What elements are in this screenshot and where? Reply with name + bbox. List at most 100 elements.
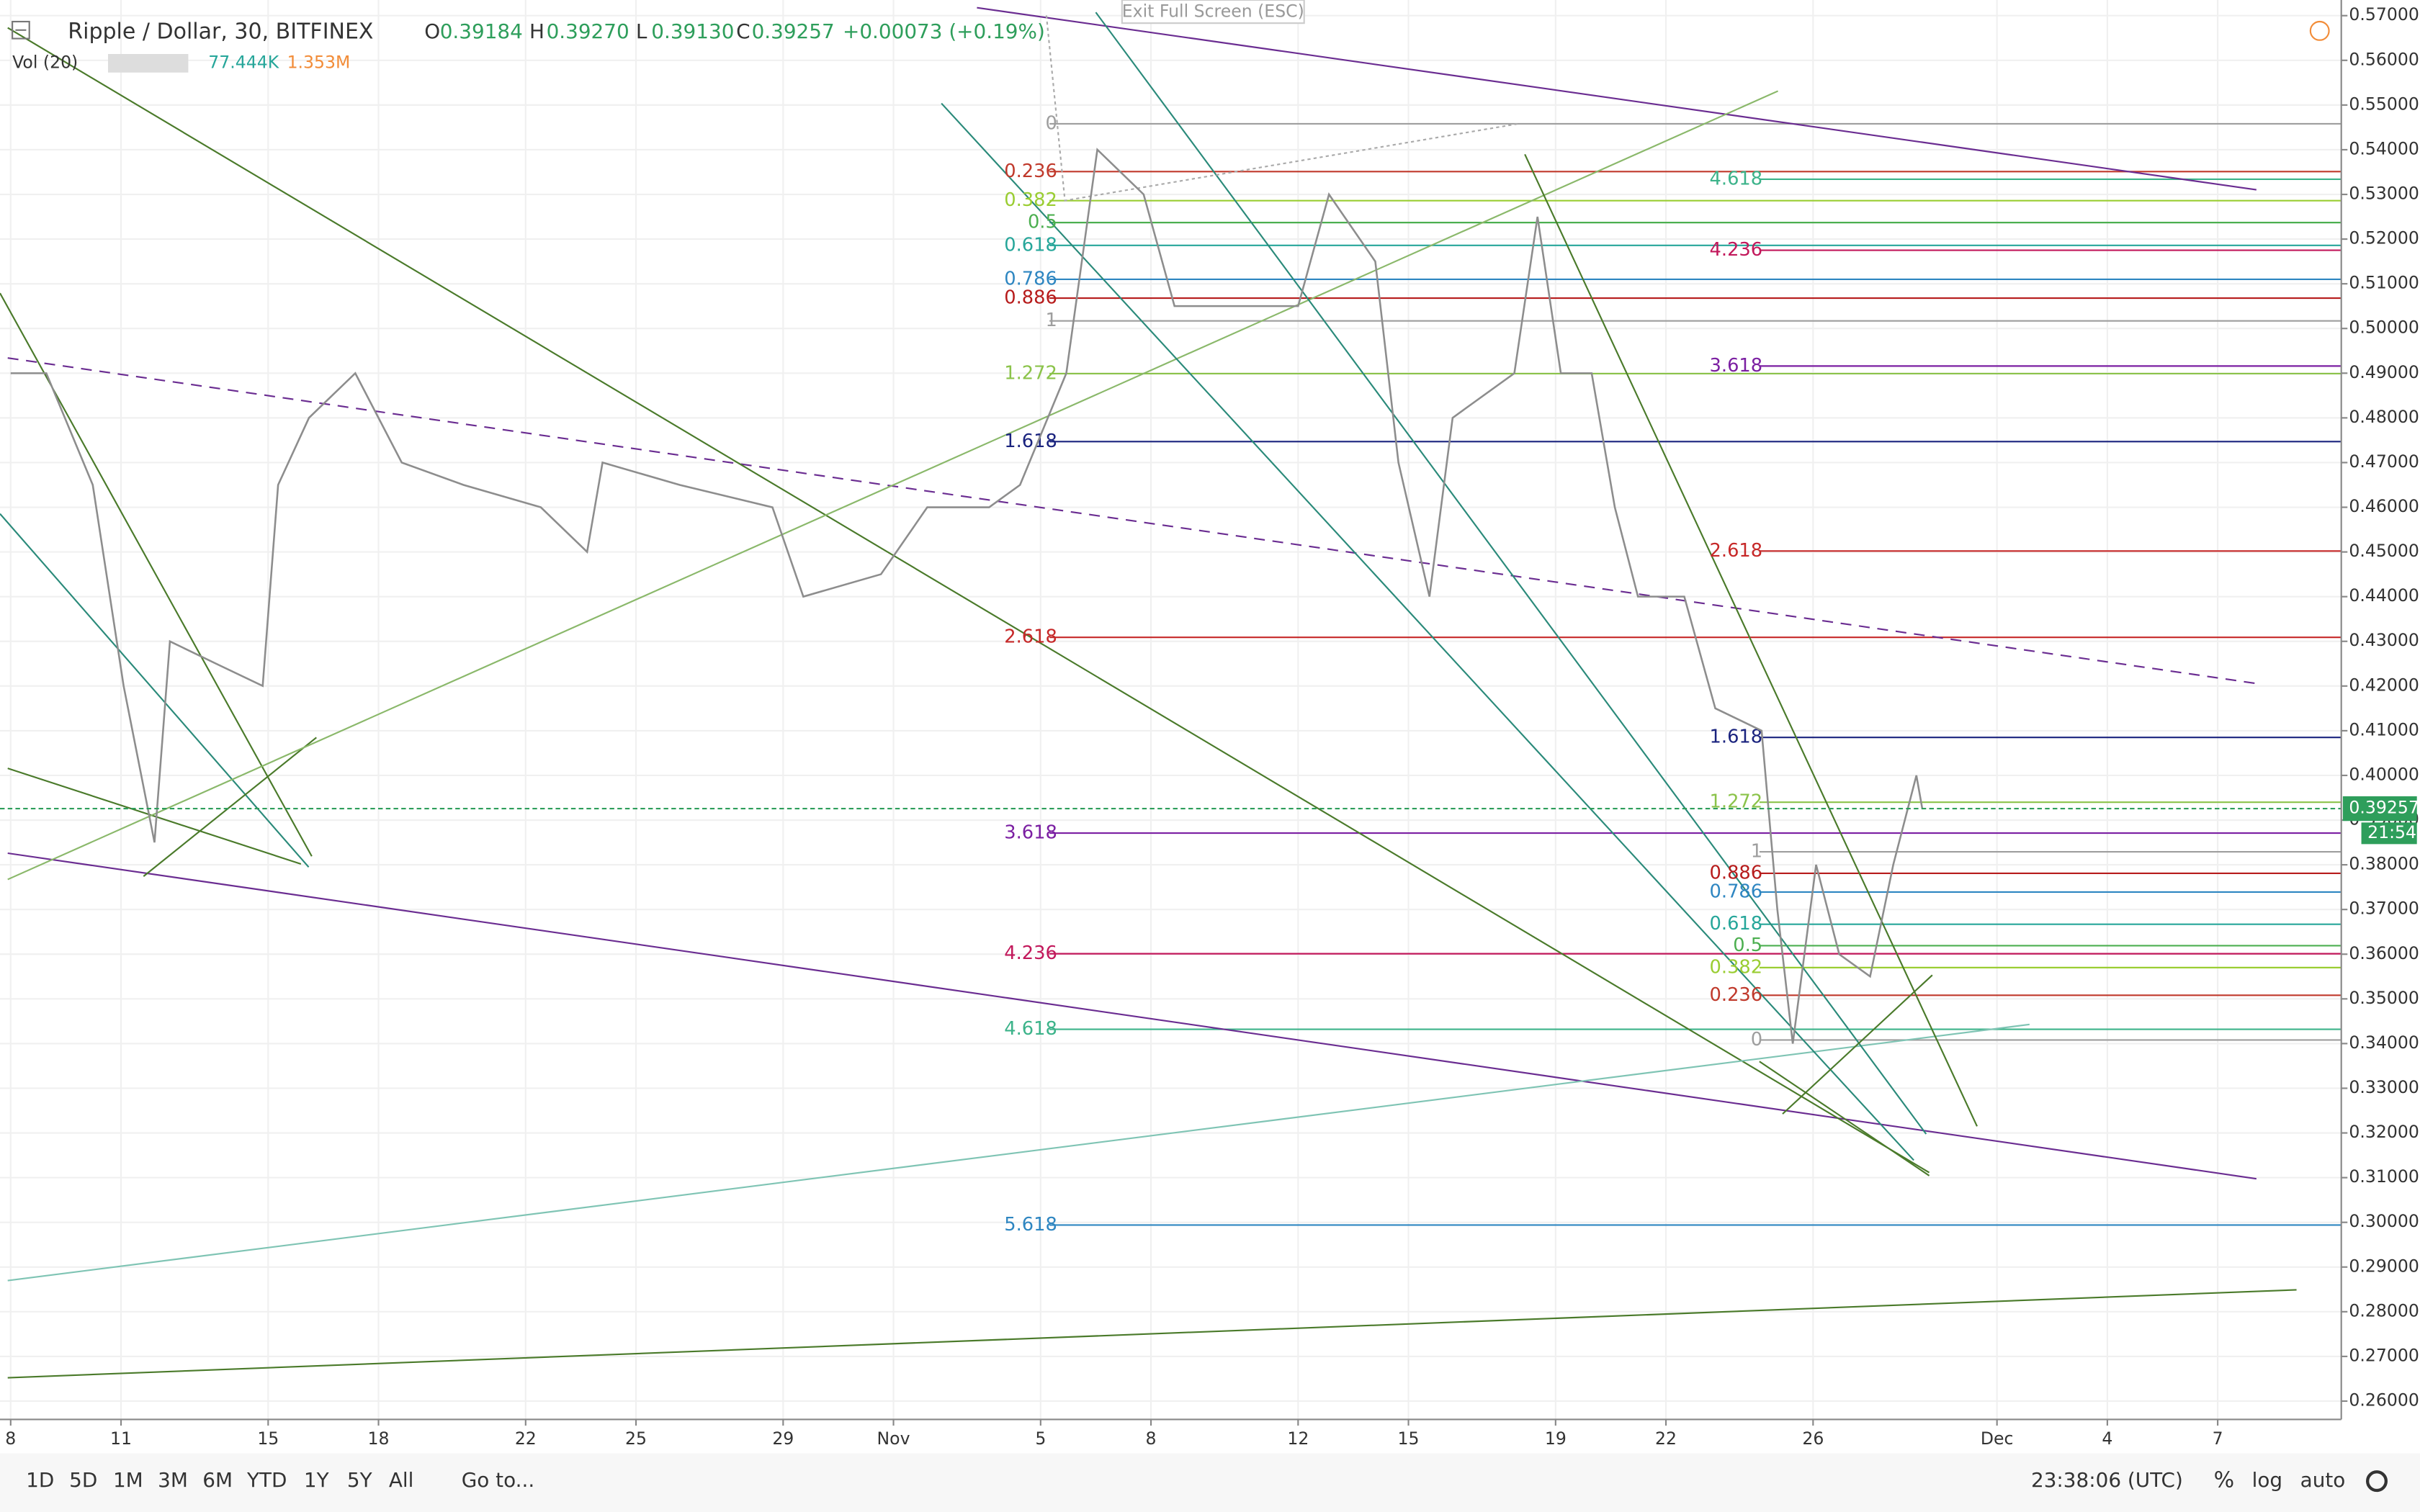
ohlc-label: O xyxy=(424,19,440,43)
y-tick-label: 0.57000 xyxy=(2349,4,2419,24)
percent-toggle[interactable]: % xyxy=(2214,1468,2235,1493)
trend-line xyxy=(7,768,302,865)
x-tick-label: 18 xyxy=(368,1428,390,1449)
range-button[interactable]: 1D xyxy=(26,1468,54,1492)
x-tick-label: 11 xyxy=(110,1428,132,1449)
countdown-tag xyxy=(2361,822,2417,845)
y-tick-label: 0.35000 xyxy=(2349,988,2419,1008)
trend-line xyxy=(143,737,317,877)
y-tick-label: 0.32000 xyxy=(2349,1122,2419,1142)
indicator-label[interactable]: Vol (20) xyxy=(12,52,78,72)
x-tick-label: 4 xyxy=(2102,1428,2112,1449)
fib-level-label: 5.618 xyxy=(1004,1214,1057,1236)
fib-level-label: 0.5 xyxy=(1733,935,1762,956)
x-tick-label: 26 xyxy=(1802,1428,1824,1449)
y-tick-label: 0.53000 xyxy=(2349,184,2419,204)
range-button[interactable]: 1Y xyxy=(304,1468,330,1492)
trend-line xyxy=(7,90,1779,881)
symbol-title[interactable]: Ripple / Dollar, 30, BITFINEX xyxy=(68,19,373,45)
y-tick-label: 0.50000 xyxy=(2349,318,2419,338)
range-button[interactable]: 5Y xyxy=(347,1468,373,1492)
x-tick-label: 15 xyxy=(257,1428,279,1449)
y-tick-label: 0.43000 xyxy=(2349,630,2419,650)
fib-level-label: 0.786 xyxy=(1710,881,1763,902)
trend-line xyxy=(7,1289,2297,1379)
exit-fullscreen-button[interactable] xyxy=(1121,0,1305,24)
x-tick-label: 7 xyxy=(2213,1428,2223,1449)
y-tick-label: 0.56000 xyxy=(2349,49,2419,69)
fib-level-label: 3.618 xyxy=(1710,355,1763,377)
trend-line xyxy=(1759,1061,1930,1176)
last-price-label: 0.39257 xyxy=(2349,798,2419,818)
range-button[interactable]: 3M xyxy=(158,1468,188,1492)
x-tick-label: 19 xyxy=(1545,1428,1567,1449)
y-tick-label: 0.31000 xyxy=(2349,1166,2419,1187)
trend-line xyxy=(7,1023,2030,1282)
fib-level-label: 0.236 xyxy=(1004,161,1057,182)
x-tick-label: 8 xyxy=(1146,1428,1157,1449)
y-tick-label: 0.49000 xyxy=(2349,362,2419,382)
y-tick-label: 0.40000 xyxy=(2349,764,2419,784)
y-tick-label: 0.42000 xyxy=(2349,675,2419,695)
fib-level-label: 3.618 xyxy=(1004,822,1057,844)
y-tick-label: 0.36000 xyxy=(2349,943,2419,963)
trend-lines xyxy=(0,6,2297,1379)
y-tick-label: 0.55000 xyxy=(2349,94,2419,114)
last-price-tag xyxy=(2342,796,2417,822)
alert-icon[interactable] xyxy=(2309,20,2330,41)
y-tick-label: 0.47000 xyxy=(2349,451,2419,472)
fib-level-label: 1.618 xyxy=(1004,431,1057,452)
x-tick-label: Dec xyxy=(1981,1428,2014,1449)
range-button[interactable]: 1M xyxy=(113,1468,143,1492)
fib-level-label: 4.618 xyxy=(1004,1018,1057,1040)
ohlc-value: 0.39257 xyxy=(752,19,835,43)
auto-toggle[interactable]: auto xyxy=(2300,1468,2346,1492)
ohlc-label: H xyxy=(529,19,544,43)
change: +0.00073 (+0.19%) xyxy=(843,19,1045,43)
x-tick-label: 15 xyxy=(1398,1428,1420,1449)
fib-level-label: 1 xyxy=(1045,310,1057,331)
y-tick-label: 0.27000 xyxy=(2349,1345,2419,1365)
y-tick-label: 0.45000 xyxy=(2349,541,2419,561)
collapse-icon[interactable] xyxy=(12,20,30,40)
y-tick-label: 0.48000 xyxy=(2349,407,2419,427)
y-tick-label: 0.52000 xyxy=(2349,228,2419,248)
fib-anchor xyxy=(1045,15,1520,202)
fib-level-label: 1.272 xyxy=(1004,362,1057,384)
x-tick-label: 22 xyxy=(1655,1428,1677,1449)
fib-level-label: 0.618 xyxy=(1004,234,1057,256)
y-tick-label: 0.41000 xyxy=(2349,719,2419,739)
toolbar xyxy=(0,1453,2420,1512)
range-button[interactable]: YTD xyxy=(246,1468,287,1492)
indicator-value: 77.444K xyxy=(208,52,279,72)
range-button[interactable]: 5D xyxy=(69,1468,97,1492)
ohlc-value: 0.39270 xyxy=(547,19,629,43)
fib-level-label: 0.382 xyxy=(1004,189,1057,211)
fib-level-label: 0 xyxy=(1751,1029,1762,1050)
ohlc-label: L xyxy=(636,19,647,43)
trend-line xyxy=(7,27,1930,1174)
trend-line xyxy=(1095,12,1927,1135)
y-tick-label: 0.51000 xyxy=(2349,273,2419,293)
countdown-label: 21:54 xyxy=(2367,822,2416,842)
indicator-value: 1.353M xyxy=(287,52,351,72)
log-toggle[interactable]: log xyxy=(2252,1468,2282,1492)
y-tick-label: 0.34000 xyxy=(2349,1032,2419,1053)
fib-level-label: 0.236 xyxy=(1710,984,1763,1006)
range-button[interactable]: 6M xyxy=(202,1468,233,1492)
indicator-controls[interactable] xyxy=(108,54,189,73)
y-tick-label: 0.46000 xyxy=(2349,496,2419,516)
fib-level-label: 2.618 xyxy=(1004,626,1057,648)
fib-level-label: 0.618 xyxy=(1710,913,1763,935)
trend-line xyxy=(1524,153,1978,1127)
ohlc-label: C xyxy=(736,19,750,43)
settings-icon[interactable] xyxy=(2366,1470,2388,1493)
trend-line xyxy=(941,102,1914,1161)
y-tick-label: 0.33000 xyxy=(2349,1077,2419,1097)
goto-button[interactable]: Go to... xyxy=(462,1468,534,1492)
x-tick-label: Nov xyxy=(877,1428,910,1449)
range-button[interactable]: All xyxy=(389,1468,414,1492)
fib-level-label: 1.618 xyxy=(1710,726,1763,748)
